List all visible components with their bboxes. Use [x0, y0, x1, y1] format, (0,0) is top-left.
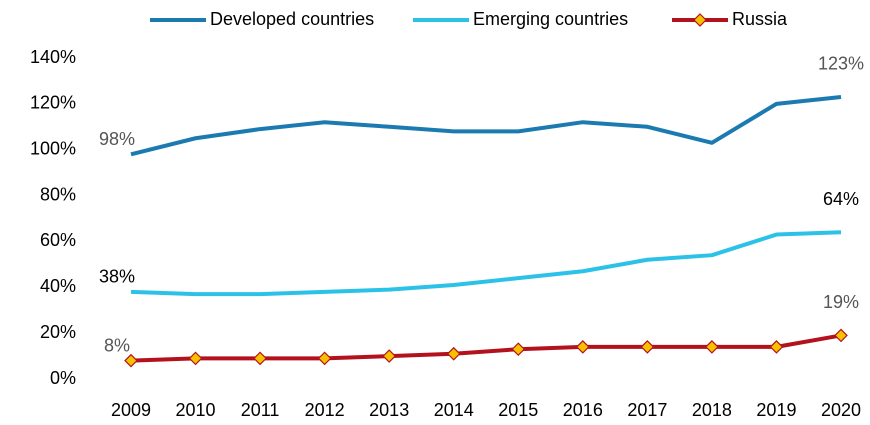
legend-label: Emerging countries: [473, 9, 628, 29]
legend-marker: [693, 13, 707, 27]
data-label: 64%: [823, 189, 859, 209]
series-line: [130, 94, 842, 157]
y-tick-label: 0%: [50, 368, 76, 388]
y-tick-label: 40%: [40, 276, 76, 296]
marker: [382, 349, 397, 363]
marker: [253, 351, 267, 366]
x-tick-label: 2014: [434, 400, 474, 420]
x-tick-label: 2012: [305, 400, 345, 420]
data-label: 8%: [104, 335, 130, 355]
x-tick-label: 2019: [756, 400, 796, 420]
data-label: 123%: [818, 54, 864, 74]
y-tick-label: 140%: [30, 47, 76, 67]
data-label: 98%: [99, 129, 135, 149]
marker: [188, 351, 203, 366]
marker: [446, 346, 461, 361]
x-tick-label: 2020: [821, 400, 861, 420]
data-label: 19%: [823, 292, 859, 312]
y-tick-label: 80%: [40, 184, 76, 204]
marker: [769, 340, 784, 354]
x-tick-label: 2010: [176, 400, 216, 420]
y-tick-label: 20%: [40, 322, 76, 342]
marker: [124, 353, 138, 368]
series-line: [130, 333, 842, 363]
marker: [705, 340, 719, 354]
x-tick-label: 2017: [627, 400, 667, 420]
series-line: [130, 230, 842, 297]
x-tick-label: 2016: [563, 400, 603, 420]
x-tick-label: 2009: [111, 400, 151, 420]
marker: [511, 342, 526, 357]
x-tick-label: 2011: [241, 400, 280, 420]
marker: [640, 340, 655, 354]
y-tick-label: 120%: [30, 93, 76, 113]
legend-label: Russia: [732, 9, 788, 29]
x-tick-label: 2013: [369, 400, 409, 420]
y-tick-label: 60%: [40, 230, 76, 250]
y-tick-label: 100%: [30, 138, 76, 158]
data-label: 38%: [99, 267, 135, 287]
marker: [834, 328, 848, 343]
marker: [317, 351, 332, 366]
x-tick-label: 2015: [498, 400, 538, 420]
x-tick-label: 2018: [692, 400, 732, 420]
legend-label: Developed countries: [210, 9, 374, 29]
marker: [575, 340, 590, 354]
